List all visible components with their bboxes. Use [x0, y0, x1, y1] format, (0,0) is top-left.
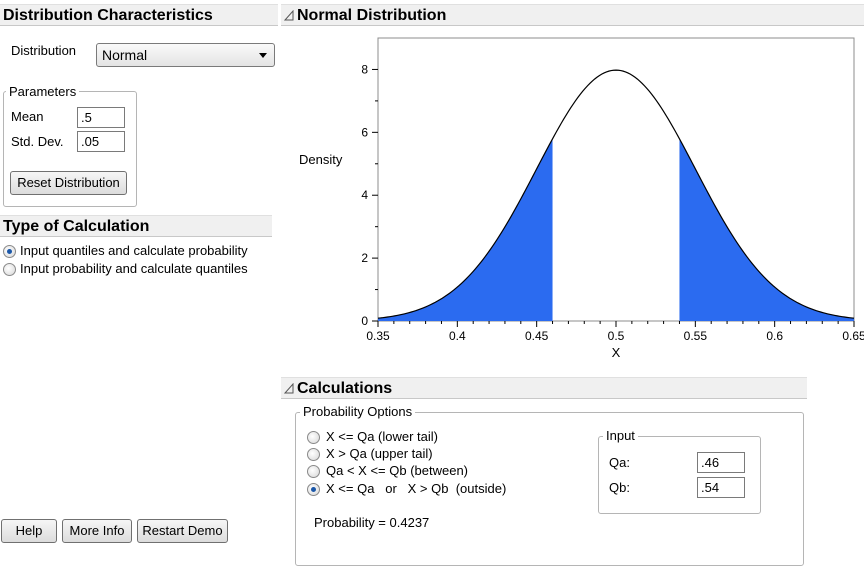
option-label: Qa < X <= Qb (between) [326, 463, 468, 478]
qb-label: Qb: [609, 480, 630, 495]
disclosure-triangle-icon[interactable] [284, 10, 295, 21]
y-tick-label: 6 [361, 125, 368, 139]
y-tick-label: 8 [361, 62, 368, 76]
density-curve [377, 69, 855, 319]
option-label: X <= Qa or X > Qb (outside) [326, 481, 507, 496]
option-label: Input quantiles and calculate probabilit… [20, 243, 248, 258]
distribution-label: Distribution [11, 43, 77, 58]
mean-input[interactable]: .5 [77, 107, 125, 128]
radio-outside[interactable] [307, 483, 320, 496]
help-button[interactable]: Help [1, 519, 57, 543]
radio-probability-to-quantiles[interactable] [3, 263, 16, 276]
distribution-select-value: Normal [102, 47, 148, 63]
x-tick-label: 0.35 [366, 329, 390, 343]
x-tick-label: 0.5 [608, 329, 625, 343]
more-info-button[interactable]: More Info [62, 519, 132, 543]
input-group-title: Input [603, 428, 638, 443]
section-title: Normal Distribution [297, 7, 447, 24]
x-tick-label: 0.65 [842, 329, 864, 343]
x-tick-label: 0.4 [449, 329, 466, 343]
calculations-header: Calculations [281, 377, 807, 399]
radio-quantiles-to-probability[interactable] [3, 245, 16, 258]
x-tick-label: 0.55 [684, 329, 708, 343]
probability-options-title: Probability Options [300, 404, 416, 419]
option-label: X <= Qa (lower tail) [326, 429, 438, 444]
probability-result: Probability = 0.4237 [314, 515, 430, 530]
x-tick-label: 0.6 [766, 329, 783, 343]
qa-input[interactable]: .46 [697, 452, 745, 473]
qb-input[interactable]: .54 [697, 477, 745, 498]
radio-upper-tail[interactable] [307, 448, 320, 461]
section-title: Calculations [297, 380, 393, 397]
section-title: Type of Calculation [3, 218, 150, 235]
restart-demo-button[interactable]: Restart Demo [137, 519, 228, 543]
density-chart: 0 2 4 6 8 0.35 0.4 0.45 0.5 0.55 0.6 0.65 X Density [299, 37, 864, 360]
shaded-lower-region [378, 138, 553, 321]
reset-distribution-button[interactable]: Reset Distribution [10, 171, 127, 195]
y-tick-label: 0 [361, 314, 368, 328]
option-label: Input probability and calculate quantile… [20, 261, 248, 276]
y-tick-label: 2 [361, 251, 368, 265]
y-tick-label: 4 [361, 188, 368, 202]
parameters-title: Parameters [6, 84, 80, 99]
qa-label: Qa: [609, 455, 630, 470]
y-axis-label: Density [299, 152, 343, 167]
x-axis-label: X [612, 345, 621, 360]
sd-label: Std. Dev. [11, 134, 64, 149]
option-label: X > Qa (upper tail) [326, 446, 433, 461]
input-group [598, 436, 761, 514]
normal-distribution-header: Normal Distribution [281, 4, 864, 26]
mean-label: Mean [11, 109, 44, 124]
distribution-select[interactable]: Normal [96, 43, 275, 67]
shaded-upper-region [679, 138, 854, 321]
plot-frame [377, 37, 855, 322]
x-tick-label: 0.45 [525, 329, 549, 343]
chevron-down-icon [259, 53, 267, 58]
disclosure-triangle-icon[interactable] [284, 383, 295, 394]
sd-input[interactable]: .05 [77, 131, 125, 152]
type-of-calculation-header: Type of Calculation [0, 215, 272, 237]
radio-between[interactable] [307, 465, 320, 478]
radio-lower-tail[interactable] [307, 431, 320, 444]
section-title: Distribution Characteristics [3, 7, 213, 24]
probability-options-group [295, 412, 804, 566]
distribution-characteristics-header: Distribution Characteristics [0, 4, 278, 26]
